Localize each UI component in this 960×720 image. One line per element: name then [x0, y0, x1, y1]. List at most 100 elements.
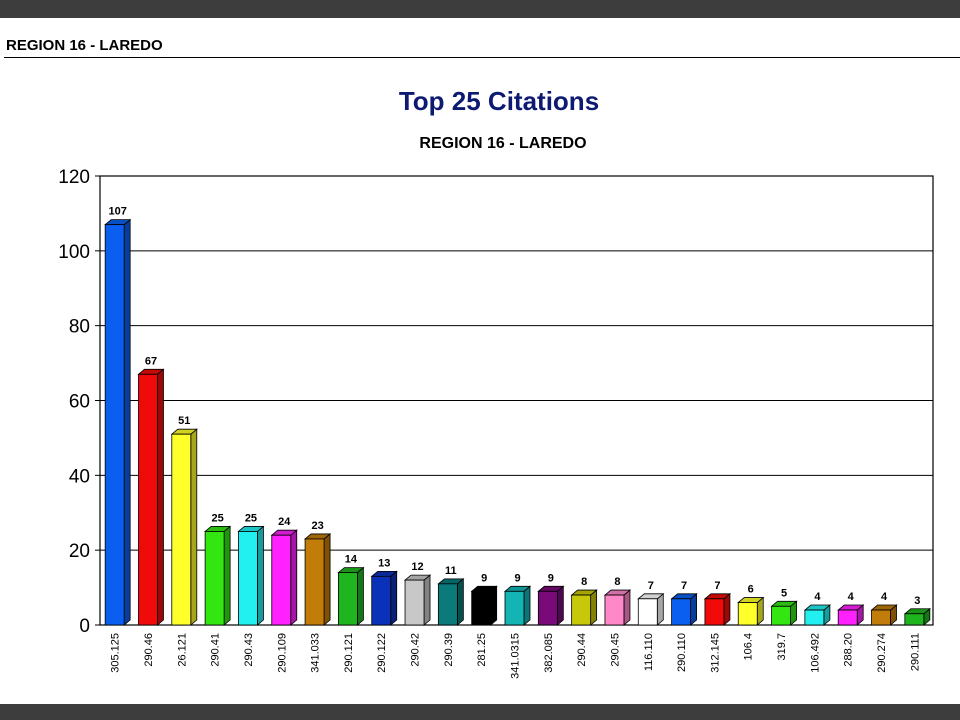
category-label: 290.46: [143, 633, 155, 667]
value-label: 9: [481, 572, 487, 584]
bar-side: [190, 428, 198, 626]
bar-side: [290, 529, 298, 626]
category-label: 106.492: [809, 633, 821, 673]
category-label: 290.110: [676, 633, 688, 672]
bar-front: [837, 609, 858, 626]
value-label: 11: [445, 565, 457, 577]
bar-front: [104, 224, 125, 626]
bar: [370, 570, 398, 626]
category-label: 290.111: [909, 633, 921, 671]
bar: [337, 566, 365, 626]
value-label: 51: [178, 415, 190, 427]
category-label: 281.25: [476, 633, 488, 667]
bar-side: [123, 218, 131, 626]
bar-front: [737, 602, 758, 626]
bar-side: [456, 577, 464, 626]
category-labels: 305.125 290.46 26.121 290.41 290.43 290.109 34…: [110, 633, 922, 679]
bar: [270, 529, 298, 626]
bars: [104, 218, 931, 626]
bar-front: [238, 531, 258, 626]
bar: [637, 592, 665, 626]
value-label: 4: [848, 591, 855, 603]
category-label: 290.109: [276, 633, 288, 673]
value-label: 7: [648, 580, 654, 592]
category-label: 290.39: [443, 633, 455, 667]
category-label: 290.42: [410, 633, 422, 667]
category-label: 305.125: [110, 633, 122, 673]
bar: [737, 596, 765, 626]
y-tick-label: 40: [69, 466, 90, 487]
bar-side: [556, 585, 564, 626]
y-tick-label: 100: [58, 242, 90, 263]
y-tick-label: 120: [58, 167, 90, 188]
bar: [870, 604, 898, 626]
y-tick-label: 80: [69, 317, 90, 338]
category-label: 290.274: [876, 633, 888, 673]
value-label: 9: [548, 572, 554, 584]
bar: [603, 589, 632, 626]
y-tick-label: 60: [69, 392, 90, 413]
y-tick-label: 20: [69, 541, 90, 562]
bar-side: [423, 574, 431, 626]
bar-front: [437, 583, 458, 626]
bar-side: [390, 570, 398, 626]
bar-front: [404, 579, 425, 626]
bar: [670, 592, 698, 626]
category-label: 290.122: [376, 633, 388, 673]
bar-front: [204, 531, 225, 626]
bar-side: [157, 368, 164, 626]
bar: [703, 592, 732, 626]
bar-front: [671, 598, 691, 626]
bar: [204, 525, 232, 626]
bar: [104, 218, 132, 626]
bar-front: [337, 572, 358, 626]
category-label: 26.121: [176, 633, 188, 667]
bar: [470, 585, 498, 626]
bar: [837, 604, 865, 626]
value-label: 13: [378, 557, 390, 569]
bar-front: [271, 534, 292, 626]
bar-side: [257, 525, 264, 626]
category-label: 290.41: [210, 633, 222, 667]
bar-side: [323, 533, 331, 626]
category-label: 290.43: [243, 633, 255, 667]
y-tick-label: 0: [79, 616, 90, 637]
value-label: 25: [245, 512, 257, 524]
bar: [803, 604, 831, 626]
value-label: 14: [345, 554, 358, 566]
value-label: 7: [714, 580, 720, 592]
category-label: 382.085: [543, 633, 555, 673]
bar-front: [804, 609, 825, 626]
value-label: 25: [211, 512, 223, 524]
bar-front: [371, 575, 392, 626]
value-labels: 107 67 51 25 25 24 23 14 13 12 11 9 9 9 8 8 7 7 7 6 5 4 4 4 3: [108, 206, 920, 607]
bottom-band: [0, 704, 960, 720]
value-label: 5: [781, 587, 787, 599]
bar: [170, 428, 198, 626]
bar-front: [504, 590, 525, 626]
bar: [237, 525, 265, 626]
bar-side: [523, 585, 531, 626]
bar-front: [171, 433, 192, 626]
bar: [503, 585, 532, 626]
value-label: 4: [814, 591, 821, 603]
bar: [537, 585, 565, 626]
bar-side: [356, 566, 364, 626]
bar-front: [771, 605, 791, 626]
value-label: 67: [145, 355, 157, 367]
category-label: 319.7: [776, 633, 788, 661]
category-label: 341.033: [310, 633, 322, 673]
header-title: REGION 16 - LAREDO: [6, 37, 163, 54]
bar-side: [223, 525, 231, 626]
category-label: 312.145: [709, 633, 721, 673]
value-label: 107: [108, 206, 126, 218]
y-axis-ticks: 0 20 40 60 80 100 120: [58, 167, 100, 637]
value-label: 9: [514, 572, 520, 584]
bar-front: [537, 590, 558, 626]
value-label: 12: [411, 561, 423, 573]
bar: [303, 533, 332, 626]
value-label: 8: [614, 576, 620, 588]
bar-front: [471, 590, 492, 626]
value-label: 8: [581, 576, 587, 588]
